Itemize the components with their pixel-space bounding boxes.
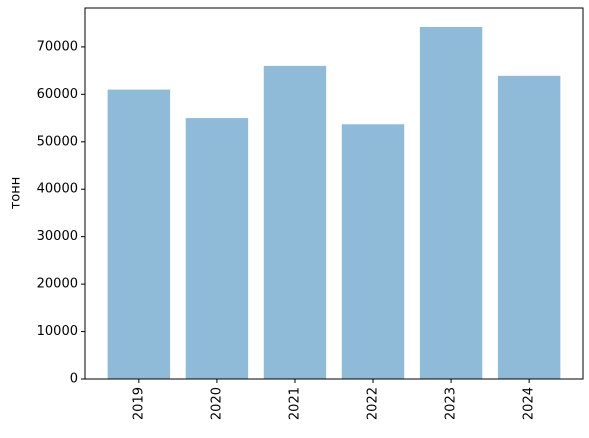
y-tick-label: 0	[70, 372, 78, 387]
plot-frame	[84, 7, 584, 380]
y-tick-label: 60000	[37, 87, 78, 102]
x-tick-label: 2019	[131, 387, 146, 420]
y-axis-label: тонн	[9, 177, 24, 210]
y-tick-label: 20000	[37, 277, 78, 292]
y-tick-label: 50000	[37, 134, 78, 149]
y-tick-label: 10000	[37, 324, 78, 339]
x-tick-label: 2023	[444, 387, 459, 420]
y-tick-label: 30000	[37, 229, 78, 244]
bar	[497, 75, 561, 379]
y-tick-label: 40000	[37, 182, 78, 197]
bar	[185, 118, 249, 379]
x-tick-label: 2020	[209, 387, 224, 420]
bar	[263, 65, 327, 380]
x-tick-label: 2022	[366, 387, 381, 420]
bar	[107, 89, 171, 380]
bar	[419, 26, 483, 379]
x-tick-label: 2024	[522, 387, 537, 420]
y-tick-label: 70000	[37, 39, 78, 54]
bar	[341, 124, 405, 380]
x-tick-label: 2021	[287, 387, 302, 420]
